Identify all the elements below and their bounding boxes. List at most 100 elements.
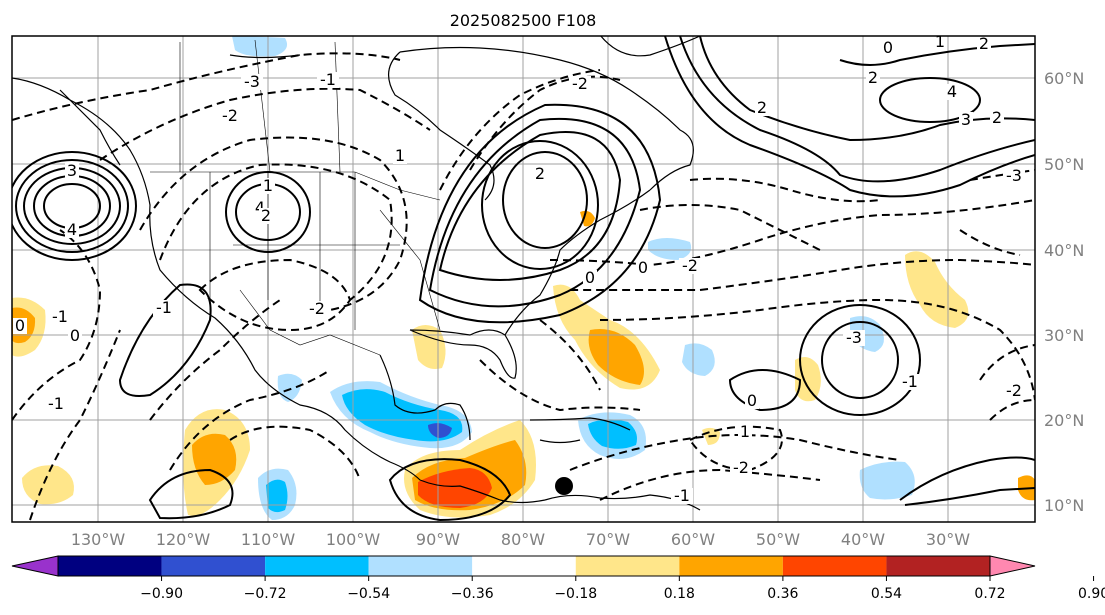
shade-red-central-america (418, 468, 492, 508)
contour-label-bg (636, 260, 650, 276)
contour-label-bg (679, 258, 701, 274)
contour-label: -2 (309, 299, 325, 318)
contour-label: 3 (961, 110, 971, 129)
colorbar-tick-label: −0.36 (451, 586, 494, 602)
contour-label: 1 (395, 146, 405, 165)
contour-label: -1 (48, 394, 64, 413)
colorbar-segment (58, 556, 162, 576)
contour-label-bg (730, 460, 752, 476)
contour-label-bg (738, 424, 752, 440)
contour-label: -2 (222, 106, 238, 125)
colorbar-tick-label: 0.72 (974, 586, 1005, 602)
contour-label: -1 (156, 298, 172, 317)
shade-orange-pacific (192, 433, 237, 485)
contour-label-bg (569, 76, 591, 92)
longitude-label: 70°W (586, 530, 630, 549)
colorbar-tick-label: −0.72 (244, 586, 287, 602)
contour-label: 4 (255, 198, 265, 217)
colorbar-tick-label: −0.54 (347, 586, 390, 602)
colorbar-frame (57, 555, 991, 577)
shade-yellow-pacific-2 (22, 465, 74, 505)
contour-label-bg (1003, 383, 1025, 399)
contour-label-bg (1003, 168, 1025, 184)
longitude-label: 40°W (841, 530, 885, 549)
contour-label-bg (65, 222, 79, 238)
colorbar-extension-low (11, 555, 59, 577)
contour-label: -3 (244, 72, 260, 91)
contour-label: -2 (682, 256, 698, 275)
colorbar-segment (265, 556, 369, 576)
map-title: 2025082500 F108 (450, 11, 597, 30)
contour-label: 2 (757, 98, 767, 117)
contour-label-bg (45, 396, 67, 412)
colorbar-extension-high (989, 555, 1036, 577)
contour-label: 4 (67, 220, 77, 239)
contour-label: 0 (747, 391, 757, 410)
contour-label: -2 (572, 74, 588, 93)
contour-label: 2 (992, 108, 1002, 127)
contour-label: 1 (263, 176, 273, 195)
contour-label-bg (317, 72, 339, 88)
longitude-label: 100°W (326, 530, 381, 549)
longitude-labels: 130°W 120°W 110°W 100°W 90°W 80°W 70°W 60°W 50°W… (71, 530, 970, 549)
colorbar-segment (679, 556, 783, 576)
contour-label-bg (49, 309, 71, 325)
contour-label-bg (241, 74, 263, 90)
contour-label-bg (306, 301, 328, 317)
shade-lightblue-atlantic-3 (648, 238, 692, 260)
contour-label-bg (671, 488, 693, 504)
longitude-label: 50°W (756, 530, 800, 549)
latitude-label: 50°N (1044, 155, 1084, 174)
shade-darkblue-gulf (428, 423, 452, 438)
contour-label: 2 (261, 206, 271, 225)
map-frame (11, 35, 1036, 523)
contour-label: 0 (70, 326, 80, 345)
colorbar-tick-label: 0.54 (871, 586, 902, 602)
contour-label-bg (881, 40, 895, 56)
contour-label: 0 (883, 38, 893, 57)
latitude-label: 40°N (1044, 241, 1084, 260)
contour-label-bg (13, 318, 27, 334)
colorbar-segment (886, 556, 990, 576)
contour-label: -3 (1006, 166, 1022, 185)
colorbar-tick-label: −0.18 (554, 586, 597, 602)
contour-label-bg (219, 108, 241, 124)
contour-label-bg (959, 112, 973, 128)
contour-label: -1 (674, 486, 690, 505)
black-dot-marker (555, 477, 573, 495)
longitude-label: 30°W (926, 530, 970, 549)
contour-label-bg (977, 36, 991, 52)
colorbar: −0.90 −0.72 −0.54 −0.36 −0.18 0.18 0.36 0.54 0.7… (11, 555, 1105, 602)
contour-label-bg (583, 270, 597, 286)
contour-label: 1 (935, 32, 945, 51)
contour-label-bg (745, 393, 759, 409)
shade-orange-atlantic-1 (588, 329, 644, 385)
contour-label-bg (393, 148, 407, 164)
contour-label-bg (259, 208, 273, 224)
contour-label: 0 (638, 258, 648, 277)
colorbar-segment (368, 556, 473, 576)
contour-label-bg (261, 178, 275, 194)
coastlines (12, 36, 701, 511)
contour-label: 2 (979, 34, 989, 53)
colorbar-tick-label: 0.90 (1078, 586, 1105, 602)
contour-label: -3 (846, 328, 862, 347)
contour-label: 2 (535, 164, 545, 183)
contour-label-bg (153, 300, 175, 316)
longitude-label: 130°W (71, 530, 126, 549)
colorbar-segment (161, 556, 266, 576)
shade-blue-caribbean (588, 419, 637, 449)
shade-lightblue-small (277, 373, 302, 402)
contour-label-bg (933, 36, 947, 50)
shade-orange-small-ne (580, 210, 595, 227)
contour-label: 0 (15, 316, 25, 335)
contour-label-bg (68, 328, 82, 344)
boundaries (150, 39, 441, 356)
latitude-label: 20°N (1044, 411, 1084, 430)
shade-lightblue-atlantic-2 (682, 343, 715, 376)
contour-label: -2 (733, 458, 749, 477)
colorbar-segment (782, 556, 887, 576)
contour-label-bg (843, 330, 865, 346)
